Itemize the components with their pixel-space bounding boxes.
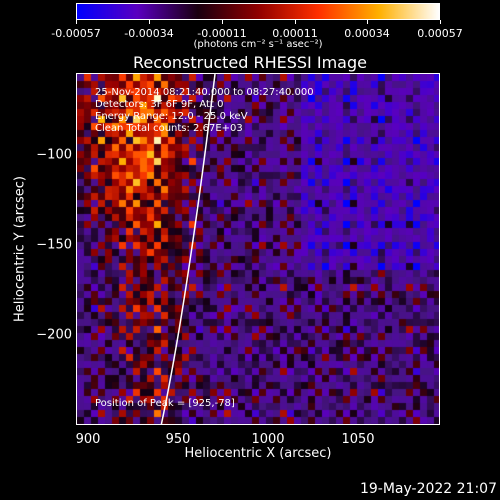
y-tick-label: −150	[36, 237, 72, 253]
x-axis-label: Heliocentric X (arcsec)	[184, 446, 332, 461]
colorbar-tick-label: -0.00011	[197, 27, 247, 40]
colorbar-unit-label: (photons cm⁻² s⁻¹ asec⁻²)	[193, 39, 323, 50]
x-tick-label: 950	[165, 432, 191, 447]
colorbar-tickmark	[367, 20, 368, 24]
colorbar-tick-label: -0.00034	[124, 27, 174, 40]
info-time-range: 25-Nov-2014 08:21:40.000 to 08:27:40.000	[95, 87, 314, 98]
y-axis-label: Heliocentric Y (arcsec)	[12, 176, 28, 322]
timestamp: 19-May-2022 21:07	[359, 481, 497, 497]
image-plot: 25-Nov-2014 08:21:40.000 to 08:27:40.000…	[76, 73, 440, 425]
y-tick-label: −200	[36, 327, 72, 343]
x-tick-label: 900	[75, 432, 101, 447]
colorbar-tick-label: 0.00011	[272, 27, 318, 40]
colorbar-tickmark	[440, 20, 441, 24]
info-total-counts: Clean Total counts: 2.67E+03	[95, 123, 243, 134]
limb-overlay	[160, 74, 216, 424]
y-tick-label: −100	[36, 147, 72, 163]
info-energy-range: Energy Range: 12.0 - 25.0 keV	[95, 111, 248, 122]
solar-limb-line	[160, 74, 216, 424]
x-tick-label: 1050	[341, 432, 375, 447]
colorbar-tickmark	[76, 20, 77, 24]
colorbar-tickmark	[149, 20, 150, 24]
colorbar-tick-label: -0.00057	[51, 27, 101, 40]
rhessi-image	[77, 74, 439, 424]
info-detectors: Detectors: 3F 6F 9F, Att 0	[95, 99, 224, 110]
colorbar-tick-label: 0.00057	[417, 27, 463, 40]
info-peak-position: Position of Peak = [925,-78]	[95, 398, 235, 409]
x-tick-label: 1000	[251, 432, 285, 447]
plot-title: Reconstructed RHESSI Image	[133, 53, 367, 72]
colorbar-tickmark	[295, 20, 296, 24]
colorbar-tickmark	[222, 20, 223, 24]
colorbar-tick-label: 0.00034	[344, 27, 390, 40]
colorbar	[76, 3, 440, 20]
